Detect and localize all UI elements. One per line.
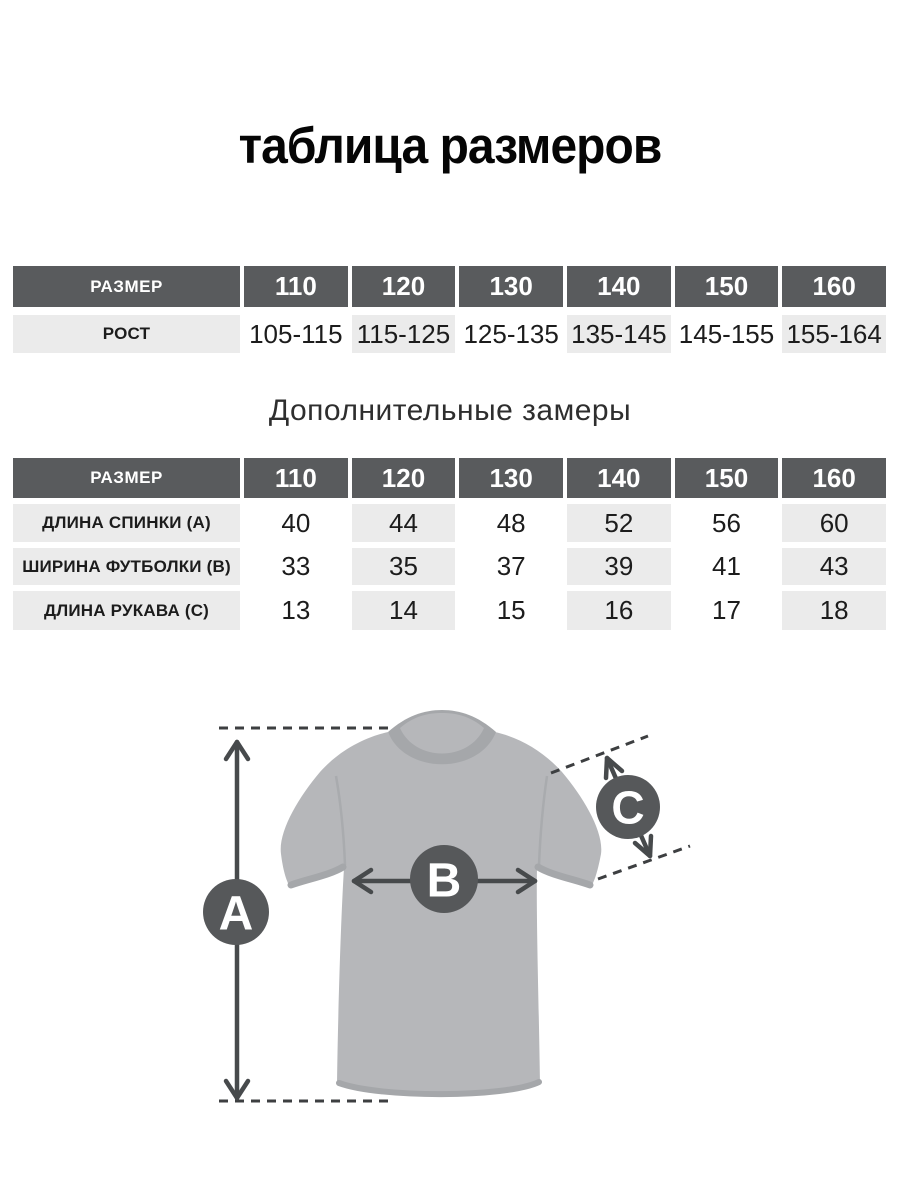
row-label-cell: ДЛИНА СПИНКИ (А) [13, 504, 240, 542]
left-sleeve-seam [334, 775, 347, 866]
value-cell: 44 [351, 504, 456, 542]
tshirt-measurement-diagram: A B C [203, 710, 691, 1103]
row-label-cell: ШИРИНА ФУТБОЛКИ (В) [13, 548, 240, 585]
value-cell: 40 [244, 504, 348, 542]
value-cell: 16 [566, 591, 671, 630]
value-cell: 60 [782, 504, 886, 542]
row-label-cell: РОСТ [13, 315, 240, 353]
left-sleeve-trim [287, 863, 347, 889]
value-cell: 48 [459, 504, 563, 542]
header-cell: 160 [782, 458, 886, 498]
measure-a-badge [203, 879, 269, 945]
value-cell: 15 [459, 591, 563, 630]
header-cell: РАЗМЕР [13, 458, 240, 498]
value-cell: 115-125 [351, 315, 456, 353]
value-cell: 14 [351, 591, 456, 630]
header-cell: 110 [244, 266, 348, 307]
right-sleeve-trim [534, 863, 594, 889]
value-cell: 37 [459, 548, 563, 585]
right-sleeve-seam [537, 775, 549, 866]
header-cell: РАЗМЕР [13, 266, 240, 307]
value-cell: 43 [782, 548, 886, 585]
tshirt-body [280, 732, 602, 1096]
measure-b-label: B [427, 854, 462, 907]
value-cell: 105-115 [244, 315, 348, 353]
section-subtitle: Дополнительные замеры [268, 394, 632, 427]
header-cell: 130 [459, 266, 563, 307]
value-cell: 56 [674, 504, 779, 542]
header-cell: 150 [674, 458, 779, 498]
hem-trim [336, 1079, 542, 1098]
measure-c-badge [596, 775, 660, 839]
measure-b-badge [410, 845, 478, 913]
collar-inner [400, 713, 484, 754]
header-cell: 110 [244, 458, 348, 498]
sleeve-upper-guide-line [550, 734, 649, 775]
header-cell: 160 [782, 266, 886, 307]
header-cell: 130 [459, 458, 563, 498]
value-cell: 145-155 [674, 315, 779, 353]
value-cell: 17 [674, 591, 779, 630]
size-height-table: РАЗМЕР 110 120 130 140 150 160 РОСТ 105-… [13, 266, 886, 353]
page-title: таблица размеров [238, 117, 663, 174]
value-cell: 13 [244, 591, 348, 630]
row-label-cell: ДЛИНА РУКАВА (С) [13, 591, 240, 630]
measurements-table: РАЗМЕР 110 120 130 140 150 160 ДЛИНА СПИ… [13, 458, 886, 630]
value-cell: 35 [351, 548, 456, 585]
value-cell: 52 [566, 504, 671, 542]
dashed-guides [219, 726, 691, 1103]
value-cell: 155-164 [782, 315, 886, 353]
value-cell: 18 [782, 591, 886, 630]
value-cell: 33 [244, 548, 348, 585]
value-cell: 135-145 [566, 315, 671, 353]
value-cell: 39 [566, 548, 671, 585]
value-cell: 125-135 [459, 315, 563, 353]
header-cell: 140 [566, 266, 671, 307]
sleeve-lower-guide-line [597, 844, 691, 881]
value-cell: 41 [674, 548, 779, 585]
header-cell: 140 [566, 458, 671, 498]
header-cell: 150 [674, 266, 779, 307]
measure-a-label: A [219, 887, 254, 940]
header-cell: 120 [351, 266, 456, 307]
measure-c-label: C [611, 782, 644, 834]
tshirt-illustration [280, 710, 602, 1098]
header-cell: 120 [351, 458, 456, 498]
